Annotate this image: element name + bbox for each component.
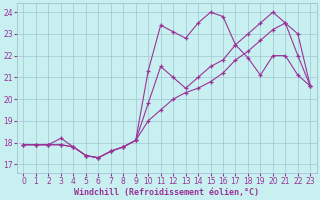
- X-axis label: Windchill (Refroidissement éolien,°C): Windchill (Refroidissement éolien,°C): [74, 188, 260, 197]
